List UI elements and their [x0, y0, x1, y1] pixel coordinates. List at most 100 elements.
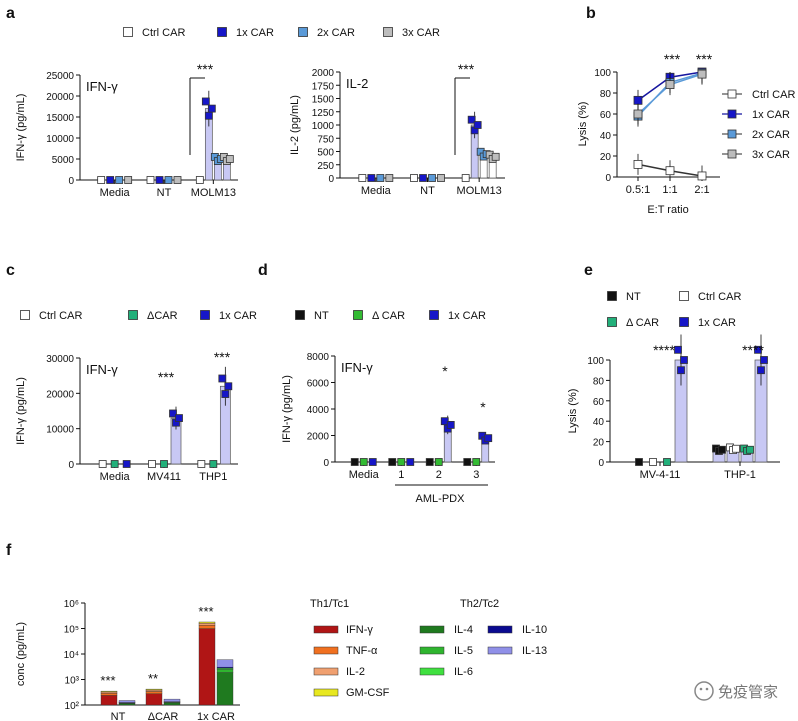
wechat-logo: [694, 681, 714, 701]
b-y-tick-label: 0: [605, 173, 611, 184]
e-point: [663, 458, 671, 466]
a1-y-tick-label: 10000: [46, 134, 74, 145]
legend-b-marker: [727, 129, 737, 139]
legend-f-label: GM-CSF: [346, 687, 390, 699]
e-x-tick-label: THP-1: [724, 469, 756, 481]
e-point: [677, 366, 685, 375]
c-point: [110, 460, 119, 468]
b-x-tick-label: 2:1: [694, 184, 709, 196]
f-significance: ***: [100, 673, 115, 688]
e-point: [760, 356, 768, 364]
a1-significance: ***: [197, 61, 214, 77]
d-point: [368, 458, 377, 466]
b-point: [697, 69, 707, 79]
e-y-tick-label: 60: [593, 397, 605, 408]
a1-point: [155, 176, 164, 184]
a2-y-tick-label: 1500: [312, 95, 335, 106]
legend-a-item-swatch: [298, 27, 308, 37]
f-stack-segment: [216, 672, 234, 706]
f-stack-segment: [198, 622, 216, 626]
c-significance: ***: [214, 349, 231, 365]
c-y-tick-label: 30000: [46, 354, 74, 365]
a2-point: [367, 174, 376, 182]
legend-b-marker: [727, 109, 737, 119]
c-point: [122, 460, 131, 468]
c-point: [175, 414, 183, 422]
legend-f-label: IL-4: [454, 624, 473, 636]
a2-point: [467, 115, 476, 124]
e-y-tick-label: 20: [593, 438, 605, 449]
e-point: [732, 444, 740, 453]
e-y-tick-label: 40: [593, 417, 605, 428]
legend-e-item-swatch: [607, 291, 617, 301]
a1-y-axis-label: IFN-γ (pg/mL): [15, 94, 27, 162]
a1-y-tick-label: 20000: [46, 92, 74, 103]
legend-e-item-swatch: [607, 317, 617, 327]
legend-e-item-swatch: [679, 317, 689, 327]
legend-f-swatch: [313, 667, 339, 676]
e-significance: ****: [742, 342, 764, 358]
a1-point: [146, 176, 155, 184]
a2-point: [461, 174, 470, 182]
c-point: [197, 460, 206, 468]
c-x-tick-label: Media: [100, 471, 131, 483]
c-significance: ***: [158, 369, 175, 385]
e-point: [674, 345, 682, 354]
d-point: [350, 458, 359, 466]
legend-e-item-label: NT: [626, 291, 641, 303]
f-y-axis-label: conc (pg/mL): [15, 622, 27, 686]
a2-y-tick-label: 2000: [312, 68, 335, 79]
legend-a-item-label: Ctrl CAR: [142, 27, 185, 39]
f-stack-segment: [100, 695, 118, 706]
f-stack-segment: [100, 693, 118, 696]
d-point: [446, 420, 455, 429]
f-stack-segment: [118, 703, 136, 706]
legend-f-swatch: [419, 625, 445, 634]
f-stack-segment: [216, 659, 234, 668]
a1-point: [115, 176, 124, 184]
f-stack-segment: [216, 669, 234, 673]
a2-title: IL-2: [346, 76, 368, 91]
c-point: [218, 374, 227, 383]
legend-a-item-swatch: [217, 27, 227, 37]
f-stack-segment: [145, 693, 163, 706]
d-group-label: AML-PDX: [416, 493, 466, 505]
a1-point: [164, 176, 173, 184]
b-x-axis-label: E:T ratio: [647, 204, 688, 216]
legend-f-label: IFN-γ: [346, 624, 373, 636]
legend-f-swatch: [313, 646, 339, 655]
legend-b-marker: [727, 149, 737, 159]
legend-f-th2-title: Th2/Tc2: [460, 598, 499, 610]
f-y-tick-label: 10³: [65, 676, 80, 687]
watermark: 免疫管家: [692, 677, 784, 705]
watermark-text: 免疫管家: [718, 683, 779, 701]
legend-f-swatch: [313, 688, 339, 697]
f-stack-segment: [198, 628, 216, 706]
legend-f-label: TNF-α: [346, 645, 378, 657]
panel-label-b: b: [586, 5, 596, 22]
legend-e-item-label: 1x CAR: [698, 317, 736, 329]
a1-point: [106, 176, 115, 184]
d-x-tick-label: 3: [473, 469, 479, 481]
legend-c-item-label: 1x CAR: [219, 310, 257, 322]
a2-point: [358, 174, 367, 182]
b-point: [633, 159, 643, 169]
e-point: [680, 356, 688, 364]
c-y-tick-label: 10000: [46, 425, 74, 436]
legend-f-swatch: [313, 625, 339, 634]
d-point: [397, 458, 406, 466]
d-significance: *: [480, 399, 486, 415]
b-point: [633, 109, 643, 119]
c-title: IFN-γ: [86, 362, 118, 377]
b-y-axis-label: Lysis (%): [577, 102, 589, 147]
legend-c-item-swatch: [20, 310, 30, 320]
e-y-tick-label: 0: [598, 458, 604, 469]
a2-y-tick-label: 1000: [312, 121, 335, 132]
c-point: [221, 390, 230, 398]
legend-f-swatch: [419, 646, 445, 655]
f-y-tick-label: 10⁶: [64, 599, 79, 610]
d-y-tick-label: 4000: [307, 405, 330, 416]
legend-d-item-label: NT: [314, 310, 329, 322]
